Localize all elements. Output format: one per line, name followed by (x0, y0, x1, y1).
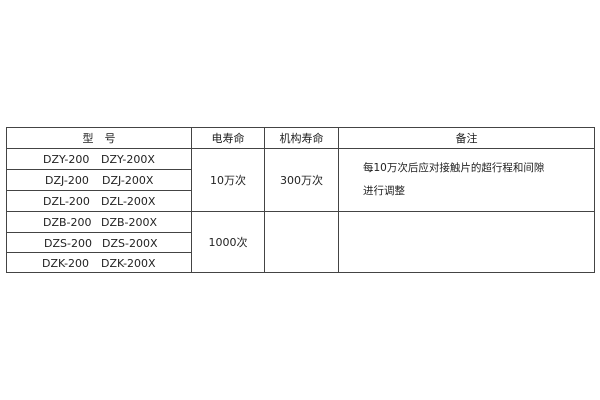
mechanical-life-value: 300万次 (280, 174, 323, 187)
row-divider (7, 190, 191, 191)
model-a: DZK-200 (42, 257, 90, 270)
model-b: DZS-200X (102, 237, 158, 250)
model-a: DZB-200 (43, 216, 92, 229)
life-spec-table: 型 号 电寿命 机构寿命 备注 DZY-200 DZY-200X DZJ-200… (6, 127, 595, 273)
model-a: DZY-200 (43, 153, 90, 166)
model-a: DZJ-200 (45, 174, 89, 187)
model-a: DZL-200 (43, 195, 90, 208)
remarks-line: 每10万次后应对接触片的超行程和间隙 (363, 162, 545, 174)
electrical-life-value: 10万次 (210, 174, 246, 187)
header-divider (7, 148, 594, 149)
model-b: DZK-200X (101, 257, 156, 270)
mechanical-life-value (265, 212, 338, 272)
model-b: DZJ-200X (102, 174, 154, 187)
header-electrical-life: 电寿命 (211, 132, 245, 145)
model-b: DZY-200X (101, 153, 155, 166)
header-model: 型 号 (82, 132, 116, 145)
column-divider (191, 128, 192, 272)
row-divider (7, 232, 191, 233)
model-a: DZS-200 (44, 237, 92, 250)
remarks-line: 进行调整 (363, 185, 405, 197)
column-divider (338, 128, 339, 272)
row-divider (7, 169, 191, 170)
header-mechanical-life: 机构寿命 (279, 132, 324, 145)
group-divider (7, 211, 594, 212)
electrical-life-value: 1000次 (208, 236, 248, 249)
model-b: DZB-200X (101, 216, 158, 229)
row-divider (7, 252, 191, 253)
header-remarks: 备注 (455, 132, 478, 145)
column-divider (264, 128, 265, 272)
model-b: DZL-200X (101, 195, 156, 208)
